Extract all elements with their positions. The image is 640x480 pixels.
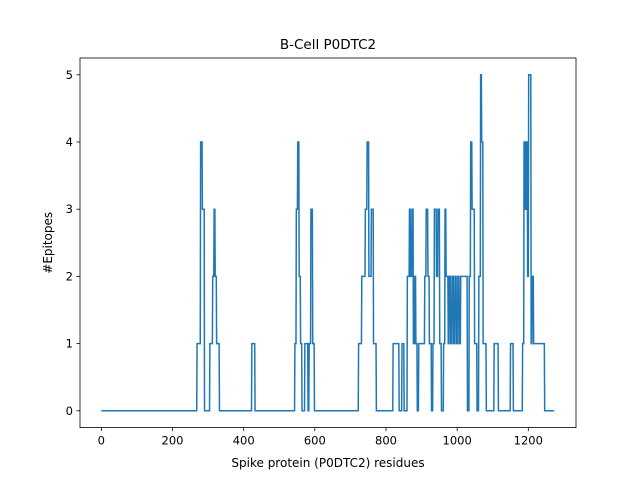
x-axis-label: Spike protein (P0DTC2) residues	[231, 456, 424, 470]
x-axis: 0 200 400 600 800 1000 1200	[98, 427, 543, 448]
y-axis-label: #Epitopes	[41, 212, 55, 274]
y-tick-label: 4	[66, 135, 73, 149]
x-tick-label: 1200	[514, 434, 543, 448]
chart-title: B-Cell P0DTC2	[280, 37, 376, 53]
y-tick-label: 1	[66, 337, 73, 351]
y-axis: 0 1 2 3 4 5	[66, 68, 80, 418]
axes-frame	[79, 57, 577, 429]
x-tick-label: 1000	[443, 434, 472, 448]
x-tick-label: 600	[304, 434, 326, 448]
plot-lines	[101, 74, 555, 412]
y-tick-label: 2	[66, 269, 73, 283]
series-line-0	[101, 74, 555, 412]
y-tick-label: 5	[66, 68, 73, 82]
x-tick-label: 800	[375, 434, 397, 448]
x-tick-label: 400	[233, 434, 255, 448]
x-tick-label: 0	[98, 434, 105, 448]
x-tick-label: 200	[162, 434, 184, 448]
y-tick-label: 0	[66, 404, 73, 418]
y-tick-label: 3	[66, 202, 73, 216]
